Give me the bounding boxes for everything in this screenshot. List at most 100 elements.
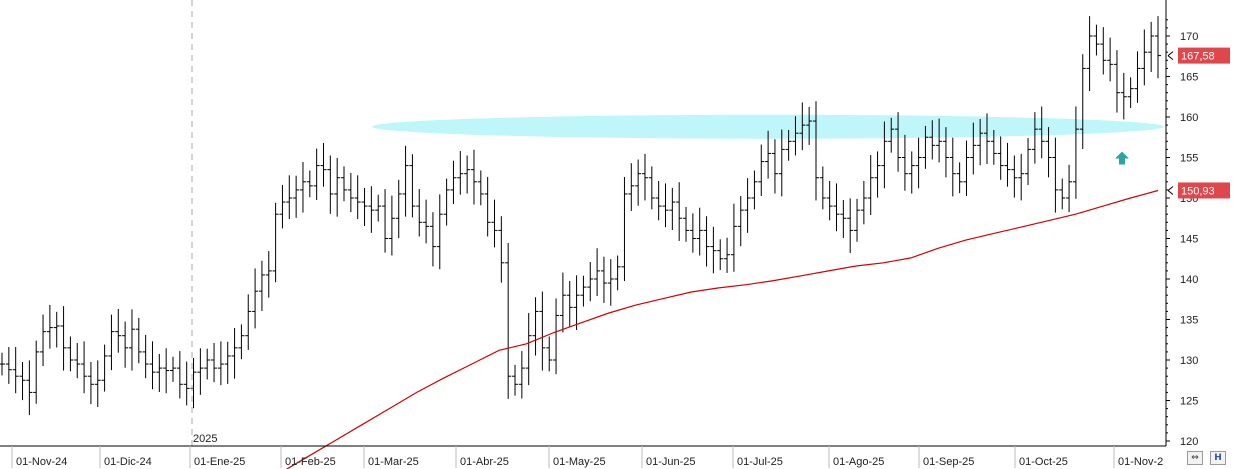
price-bar xyxy=(717,239,724,271)
price-bar xyxy=(908,151,915,194)
price-bar xyxy=(525,313,532,386)
price-bar xyxy=(238,324,245,360)
price-bar xyxy=(299,161,306,213)
chart-scroll-button[interactable]: ⇔ xyxy=(1187,451,1203,465)
price-bar xyxy=(833,183,840,232)
signal-layer xyxy=(1115,151,1129,165)
price-bar xyxy=(648,166,655,210)
price-bar xyxy=(163,348,170,394)
price-bar xyxy=(806,106,813,145)
price-bar xyxy=(245,294,252,350)
price-bar xyxy=(1134,51,1141,103)
price-bar xyxy=(176,351,183,399)
price-bar xyxy=(580,275,587,307)
price-bar xyxy=(1148,21,1155,73)
price-bar xyxy=(0,352,5,376)
price-bar xyxy=(423,199,430,244)
x-tick-label: 01-Feb-25 xyxy=(285,456,336,468)
price-bar xyxy=(60,306,67,371)
price-bar xyxy=(491,199,498,248)
price-bar xyxy=(607,259,614,306)
price-bar xyxy=(703,216,710,267)
price-bar xyxy=(847,198,854,254)
resistance-band xyxy=(372,114,1164,139)
price-bar xyxy=(388,195,395,256)
price-bar xyxy=(936,118,943,163)
price-bar xyxy=(1079,54,1086,149)
price-bar xyxy=(1038,106,1045,159)
price-bar xyxy=(812,101,819,201)
price-bar xyxy=(669,187,676,230)
price-bar xyxy=(600,256,607,303)
price-bar xyxy=(217,341,224,386)
price-bar xyxy=(594,248,601,297)
price-bar xyxy=(888,117,895,153)
price-bar xyxy=(942,127,949,178)
price-bar xyxy=(573,275,580,331)
x-tick-label: 01-Nov-2 xyxy=(1118,456,1163,468)
price-bar xyxy=(306,170,313,198)
price-bar xyxy=(621,176,628,282)
price-bar xyxy=(553,298,560,375)
price-bar xyxy=(108,314,115,371)
price-bar xyxy=(156,353,163,392)
y-tick-label: 135 xyxy=(1180,315,1198,327)
price-bar xyxy=(142,334,149,379)
price-bar xyxy=(375,194,382,222)
price-bar xyxy=(826,180,833,221)
moving-average-line xyxy=(285,189,1159,469)
price-bar xyxy=(1155,16,1161,79)
price-bar xyxy=(347,172,354,213)
price-bar xyxy=(1018,153,1025,201)
price-bar xyxy=(655,180,662,221)
resistance-zone xyxy=(372,114,1164,139)
x-tick-label: 01-Ago-25 xyxy=(833,456,884,468)
price-bar xyxy=(641,153,648,201)
y-tick-label: 155 xyxy=(1180,153,1198,165)
year-marker-label: 2025 xyxy=(193,433,217,445)
price-bar xyxy=(81,341,88,394)
price-bar xyxy=(689,213,696,253)
price-bar xyxy=(724,237,731,273)
price-bar xyxy=(128,309,135,371)
price-bars xyxy=(0,16,1161,416)
price-bar xyxy=(683,206,690,242)
price-bar xyxy=(758,144,765,196)
price-bar xyxy=(799,102,806,151)
price-bar xyxy=(635,159,642,206)
price-bar xyxy=(737,195,744,247)
price-bar xyxy=(730,203,737,272)
price-bar xyxy=(183,361,190,406)
price-bar xyxy=(197,348,204,395)
price-bar xyxy=(5,347,12,384)
price-bar xyxy=(559,272,566,333)
price-bar xyxy=(470,149,477,205)
price-bar xyxy=(710,226,717,274)
price-bar xyxy=(252,268,259,329)
price-bar xyxy=(361,187,368,226)
ma-price-tag: 150,93 xyxy=(1167,182,1230,199)
price-bar xyxy=(1100,27,1107,75)
price-bar xyxy=(204,348,211,380)
price-bar xyxy=(1107,37,1114,82)
price-bar xyxy=(881,121,888,189)
price-bar xyxy=(74,342,81,379)
price-bar xyxy=(313,148,320,201)
price-bar xyxy=(26,360,33,416)
y-tick-label: 120 xyxy=(1180,436,1198,448)
price-bar xyxy=(334,157,341,217)
price-bar xyxy=(135,317,142,364)
y-tick-label: 165 xyxy=(1180,72,1198,84)
price-bar xyxy=(279,185,286,229)
price-bar xyxy=(922,125,929,169)
price-bar xyxy=(970,122,977,175)
x-tick-label: 01-Abr-25 xyxy=(460,456,509,468)
save-chart-button[interactable]: H xyxy=(1210,451,1226,465)
price-bar xyxy=(87,362,94,405)
price-bar xyxy=(990,129,997,165)
price-bar xyxy=(327,155,334,214)
price-bar xyxy=(1127,77,1134,109)
price-bar xyxy=(949,137,956,197)
